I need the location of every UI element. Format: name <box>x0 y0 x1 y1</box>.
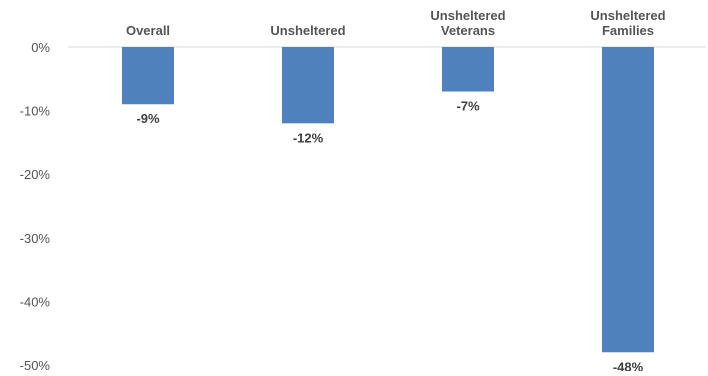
bar <box>602 47 654 353</box>
y-tick-label: -40% <box>20 294 51 309</box>
category-label: Families <box>602 23 654 38</box>
category-label: Veterans <box>441 23 495 38</box>
category-label: Unsheltered <box>270 23 345 38</box>
data-label: -9% <box>136 111 160 126</box>
y-tick-label: -50% <box>20 358 51 371</box>
data-label: -48% <box>613 359 644 371</box>
category-label: Unsheltered <box>590 8 665 23</box>
y-tick-label: -10% <box>20 104 51 119</box>
y-tick-label: -30% <box>20 231 51 246</box>
y-tick-label: -20% <box>20 167 51 182</box>
bar <box>282 47 334 124</box>
data-label: -12% <box>293 130 324 145</box>
data-label: -7% <box>456 99 480 114</box>
bar <box>442 47 494 92</box>
category-label: Unsheltered <box>430 8 505 23</box>
labels-layer: Overall-9%Unsheltered-12%UnshelteredVete… <box>126 8 666 374</box>
axis-layer: 0% -10% -20% -30% -40% -50% <box>20 40 706 373</box>
category-label: Overall <box>126 23 170 38</box>
bars-layer <box>122 47 654 353</box>
bar <box>122 47 174 105</box>
y-tick-label: 0% <box>31 40 50 55</box>
